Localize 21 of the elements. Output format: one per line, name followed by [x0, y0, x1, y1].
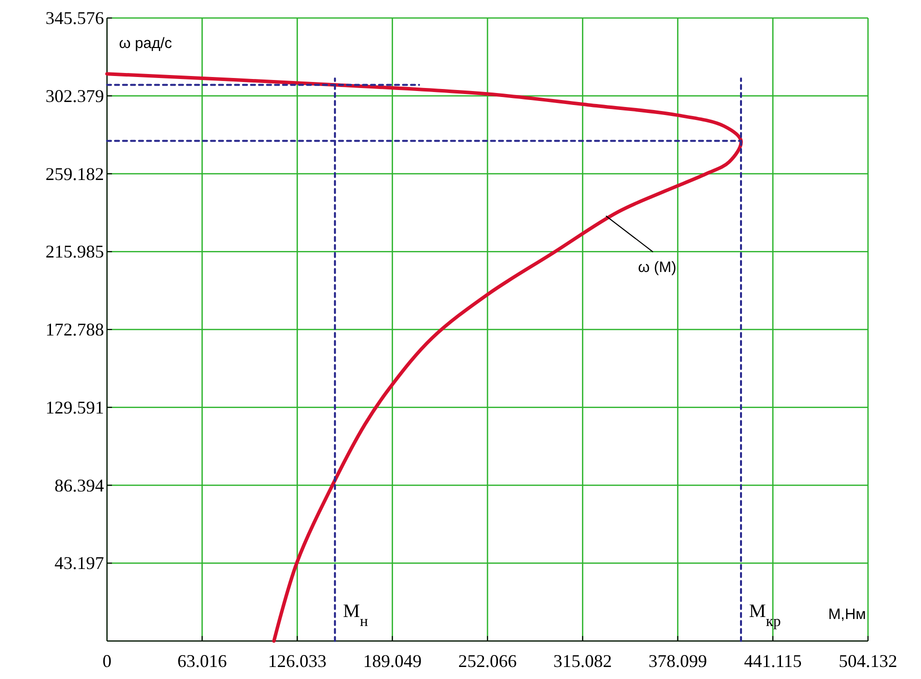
y-tick-label: 129.591: [46, 397, 104, 418]
x-axis-title: М,Нм: [828, 606, 866, 623]
x-tick-label: 315.082: [553, 651, 612, 671]
x-tick-label: 189.049: [363, 651, 422, 671]
x-tick-label: 252.066: [458, 651, 517, 671]
y-tick-label: 259.182: [46, 164, 104, 184]
x-tick-label: 0: [102, 651, 112, 671]
y-tick-label: 345.576: [46, 8, 104, 28]
x-tick-label: 378.099: [648, 651, 707, 671]
y-tick-label: 215.985: [46, 242, 104, 262]
text: ω (M): [638, 258, 676, 276]
y-tick-label: 86.394: [54, 475, 104, 496]
x-tick-label: 126.033: [268, 651, 326, 671]
x-tick-label: 441.115: [744, 651, 802, 671]
y-tick-label: 302.379: [46, 86, 104, 106]
x-tick-label: 63.016: [177, 651, 227, 671]
y-axis-title: ω рад/с: [119, 35, 172, 52]
x-tick-label: 504.132: [838, 651, 898, 671]
annotation: M$_{н}$: [342, 601, 368, 630]
y-tick-label: 172.788: [46, 320, 104, 340]
y-tick-label: 43.197: [54, 553, 104, 574]
